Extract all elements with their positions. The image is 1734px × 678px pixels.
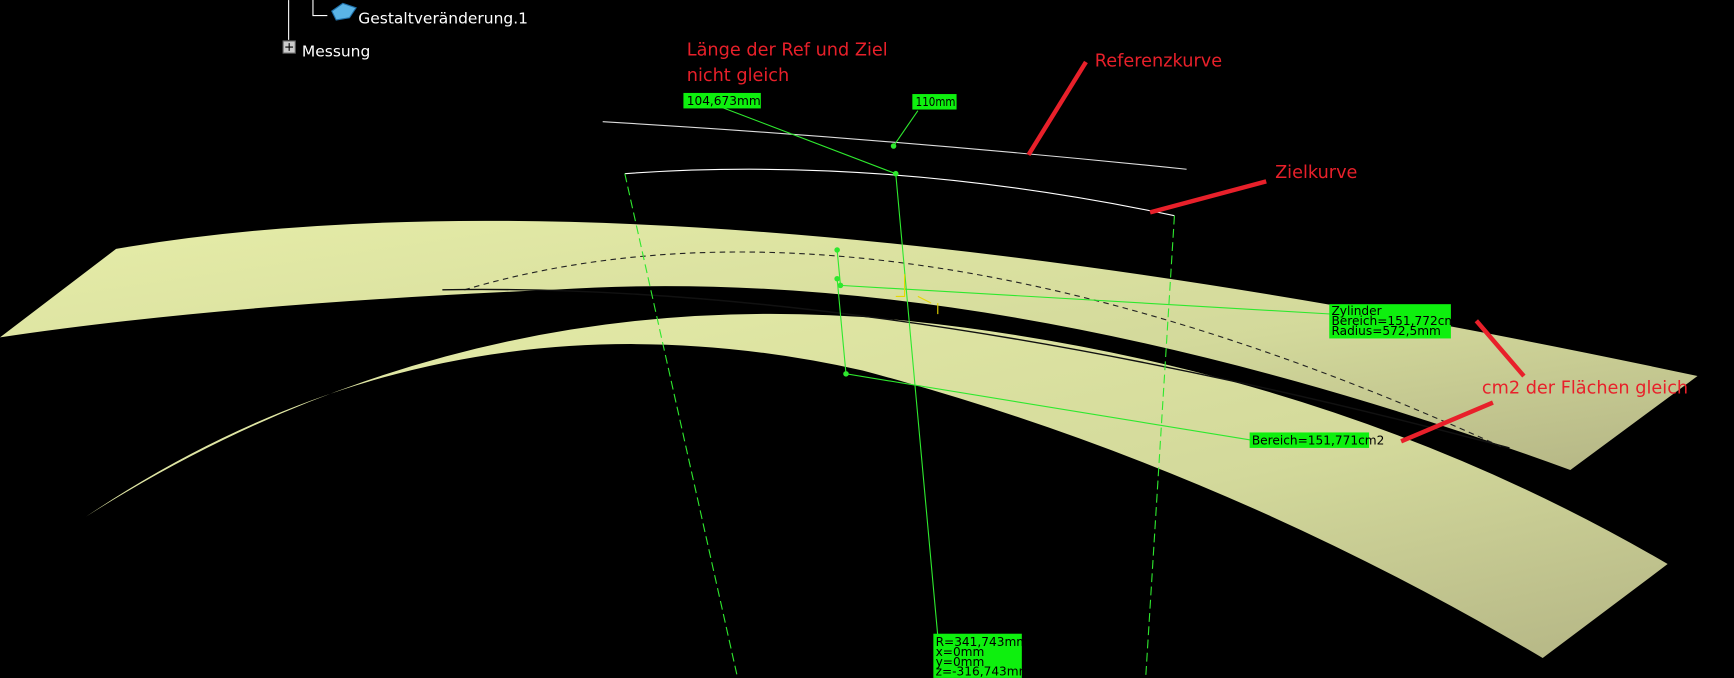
measurement-label: 104,673mm [687, 94, 761, 108]
tree-item[interactable]: Messung [302, 42, 370, 60]
dashed-edge [464, 251, 1505, 449]
annotation: Zielkurve [1275, 163, 1357, 183]
measurement-label: R=341,743mm [936, 635, 1029, 649]
pointer [1026, 60, 1088, 157]
measurement-label: Bereich=151,772cm2 [1331, 314, 1464, 328]
pointer [1149, 179, 1267, 215]
annotation: nicht gleich [687, 66, 790, 86]
measurement-label: x=0mm [936, 645, 985, 659]
axis-icon [895, 274, 939, 315]
target-curve [624, 168, 1175, 217]
cylinder-edge [624, 173, 1175, 678]
annotation: Referenzkurve [1095, 51, 1222, 71]
label-box [912, 94, 957, 110]
tree-line [312, 0, 328, 17]
reference-surface [0, 220, 1698, 471]
tree-item[interactable]: Gestaltveränderung.1 [358, 9, 528, 27]
label-box [683, 92, 761, 109]
edge [442, 288, 1510, 449]
shape-icon [331, 2, 357, 21]
target-surface [86, 313, 1668, 659]
reference-curve [602, 121, 1187, 170]
annotation: cm2 der Flächen gleich [1482, 379, 1688, 399]
label-box [933, 633, 1022, 678]
label-box [1249, 432, 1370, 448]
expand-icon-plus [285, 43, 294, 51]
pointer [1474, 319, 1526, 378]
measurement-label: 110mm [916, 95, 956, 109]
label-box [1329, 304, 1451, 339]
measurement-label: Zylinder [1331, 304, 1381, 318]
measurement-label: Bereich=151,771cm2 [1252, 434, 1385, 448]
measurement-label: Radius=572,5mm [1331, 324, 1440, 338]
points [834, 143, 899, 377]
pointer [1400, 400, 1494, 444]
leader-line [718, 105, 1333, 636]
annotation: Länge der Ref und Ziel [687, 40, 888, 60]
measurement-label: y=0mm [936, 655, 985, 669]
measurement-label: z=-316,743mm [936, 665, 1031, 678]
